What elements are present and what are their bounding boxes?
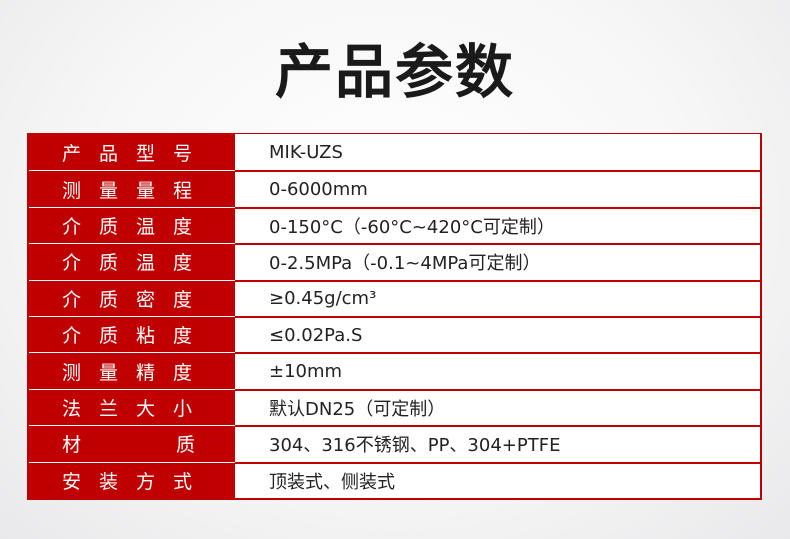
row-label: 介质温度 xyxy=(29,243,235,280)
table-row: 测量精度 ±10mm xyxy=(29,352,760,389)
row-value: MIK-UZS xyxy=(269,141,343,163)
row-label: 法兰大小 xyxy=(29,388,235,426)
row-label: 材质 xyxy=(29,425,235,462)
table-row: 介质温度 0-150°C（-60°C~420°C可定制） xyxy=(29,206,760,244)
row-label: 测量精度 xyxy=(29,352,235,389)
table-row: 安装方式 顶装式、侧装式 xyxy=(29,461,760,498)
spec-table: 产品型号 MIK-UZS 测量量程 0-6000mm 介质温度 0-150°C（-60… xyxy=(27,133,762,500)
row-value: 默认DN25（可定制） xyxy=(235,388,760,425)
row-value: ≤0.02Pa.S xyxy=(235,315,760,352)
row-label: 介质粘度 xyxy=(29,315,235,353)
page-title: 产品参数 xyxy=(274,38,515,106)
table-row: 介质温度 0-2.5MPa（-0.1~4MPa可定制） xyxy=(29,243,760,280)
table-row: 产品型号 MIK-UZS xyxy=(29,134,760,171)
row-label: 介质温度 xyxy=(29,206,235,244)
table-row: 介质密度 ≥0.45g/cm³ xyxy=(29,279,760,316)
row-value: ≥0.45g/cm³ xyxy=(235,279,760,316)
row-value: 0-6000mm xyxy=(235,170,760,206)
table-row: 材质 304、316不锈钢、PP、304+PTFE xyxy=(29,425,760,462)
row-value: 0-150°C（-60°C~420°C可定制） xyxy=(235,206,760,243)
row-value: 顶装式、侧装式 xyxy=(235,461,760,498)
row-label: 测量量程 xyxy=(29,170,235,207)
table-row: 法兰大小 默认DN25（可定制） xyxy=(29,388,760,426)
row-value: 0-2.5MPa（-0.1~4MPa可定制） xyxy=(235,243,760,279)
row-label: 产品型号 xyxy=(29,134,235,171)
row-label: 安装方式 xyxy=(29,461,235,498)
table-row: 测量量程 0-6000mm xyxy=(29,170,760,207)
row-value: ±10mm xyxy=(235,352,760,388)
row-value: 304、316不锈钢、PP、304+PTFE xyxy=(235,425,760,461)
row-label: 介质密度 xyxy=(29,279,235,316)
table-row: 介质粘度 ≤0.02Pa.S xyxy=(29,315,760,353)
